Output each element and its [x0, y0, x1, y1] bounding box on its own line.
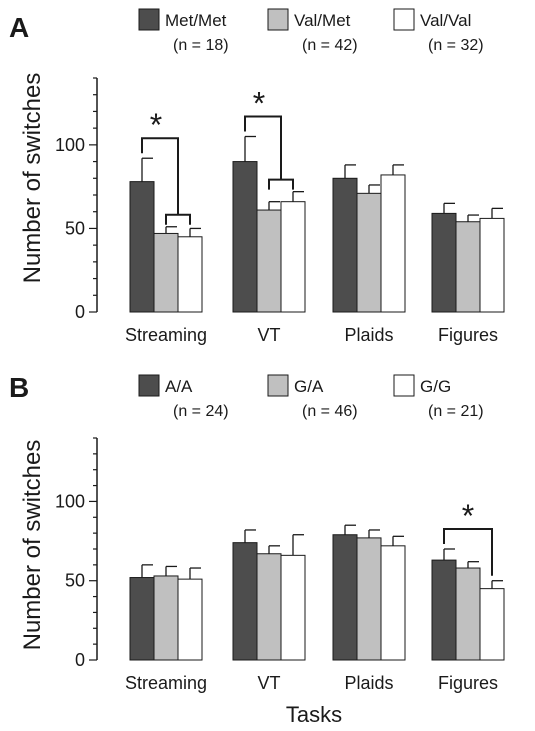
significance-star: * [253, 86, 265, 122]
panel-letter: B [9, 372, 29, 403]
significance-bracket [141, 137, 191, 225]
y-tick-label: 100 [55, 135, 85, 155]
x-tick-label: Figures [438, 325, 498, 345]
x-tick-label: Figures [438, 673, 498, 693]
legend-sample-size: (n = 18) [173, 37, 229, 54]
x-axis-title: Tasks [286, 702, 342, 727]
bar [280, 201, 306, 313]
legend-swatch [138, 8, 160, 31]
legend-label: G/A [294, 377, 324, 396]
y-tick-label: 0 [75, 650, 85, 670]
x-tick-label: Streaming [125, 325, 207, 345]
x-tick-label: Streaming [125, 673, 207, 693]
bar [455, 221, 481, 313]
bar [431, 212, 457, 313]
legend-sample-size: (n = 32) [428, 37, 484, 54]
bar [256, 209, 282, 313]
legend-swatch [138, 374, 160, 397]
x-tick-label: VT [257, 325, 280, 345]
bar [431, 559, 457, 661]
significance-bracket [443, 528, 493, 576]
bar [380, 545, 406, 661]
panel-letter: A [9, 12, 29, 43]
bar [153, 575, 179, 661]
panel-b: B A/A (n = 24) G/A (n = 46) G/G (n = 21) 0 50 100… [9, 372, 505, 693]
legend-swatch [393, 374, 415, 397]
bar [479, 217, 505, 313]
y-axis-title: Number of switches [19, 73, 46, 284]
bar [232, 161, 258, 313]
y-tick-label: 0 [75, 302, 85, 322]
bar [177, 236, 203, 313]
bar [479, 588, 505, 661]
x-tick-label: Plaids [344, 673, 393, 693]
legend-label: Met/Met [165, 11, 227, 30]
legend-label: Val/Val [420, 11, 471, 30]
legend-sample-size: (n = 46) [302, 403, 358, 420]
legend-sample-size: (n = 42) [302, 37, 358, 54]
bar [332, 177, 358, 313]
legend-label: A/A [165, 377, 193, 396]
bar [356, 537, 382, 661]
bar [380, 174, 406, 313]
bar [256, 553, 282, 661]
significance-bracket [244, 115, 294, 190]
y-tick-label: 50 [65, 218, 85, 238]
significance-star: * [462, 498, 474, 534]
legend-label: G/G [420, 377, 451, 396]
y-axis-title: Number of switches [19, 440, 46, 651]
bar [455, 567, 481, 661]
legend-label: Val/Met [294, 11, 351, 30]
y-tick-label: 100 [55, 491, 85, 511]
x-tick-label: VT [257, 673, 280, 693]
y-tick-label: 50 [65, 571, 85, 591]
bar [356, 192, 382, 313]
panel-a: A Met/Met (n = 18) Val/Met (n = 42) Val/Val (n… [9, 8, 505, 345]
legend-swatch [393, 8, 415, 31]
x-tick-label: Plaids [344, 325, 393, 345]
bar [177, 578, 203, 661]
bar [332, 534, 358, 661]
significance-star: * [150, 107, 162, 143]
legend-sample-size: (n = 24) [173, 403, 229, 420]
bar [129, 577, 155, 661]
legend-swatch [267, 8, 289, 31]
bar [129, 181, 155, 313]
legend-swatch [267, 374, 289, 397]
bar [153, 232, 179, 313]
bar [232, 542, 258, 661]
bar [280, 554, 306, 661]
legend-sample-size: (n = 21) [428, 403, 484, 420]
